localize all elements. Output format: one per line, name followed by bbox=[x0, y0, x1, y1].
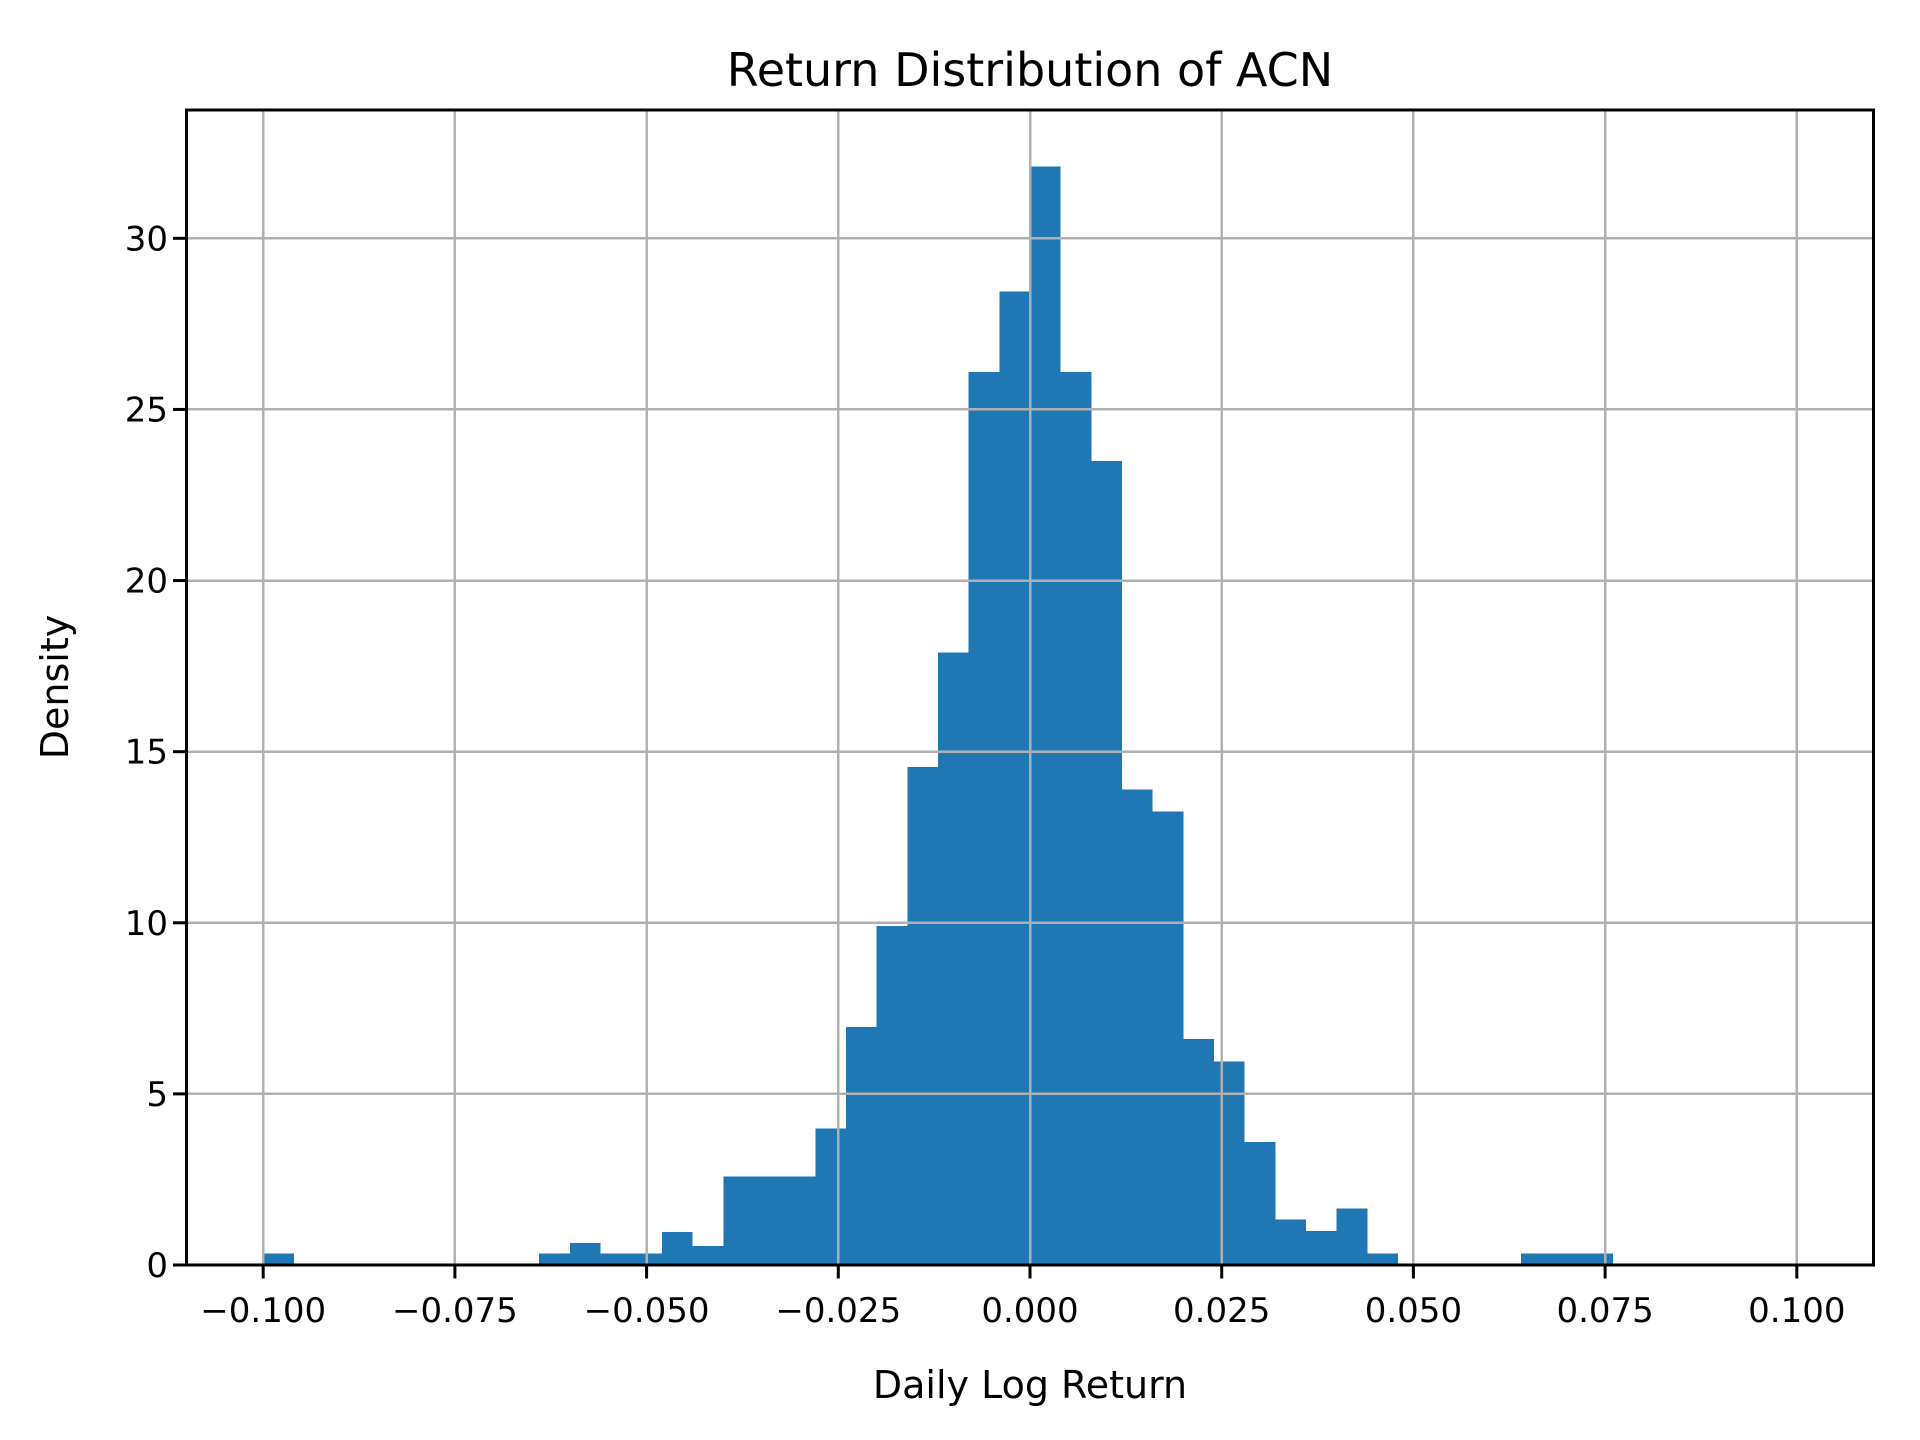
histogram-bar bbox=[1520, 1253, 1552, 1265]
histogram-bar bbox=[999, 291, 1030, 1265]
histogram-bar bbox=[692, 1246, 724, 1265]
x-tick-label: 0.000 bbox=[981, 1291, 1078, 1331]
histogram-bar bbox=[937, 652, 969, 1265]
histogram-bar bbox=[1060, 371, 1092, 1265]
x-tick-label: −0.025 bbox=[775, 1291, 901, 1331]
histogram-bar bbox=[263, 1253, 294, 1265]
y-tick-label: 15 bbox=[125, 733, 168, 773]
x-tick-label: −0.050 bbox=[584, 1291, 710, 1331]
histogram-bar bbox=[876, 926, 908, 1265]
y-axis-label: Density bbox=[33, 615, 77, 759]
histogram-bar bbox=[661, 1231, 693, 1265]
y-tick-label: 0 bbox=[146, 1246, 168, 1286]
x-tick-label: 0.075 bbox=[1556, 1291, 1653, 1331]
histogram-bar bbox=[1030, 166, 1061, 1265]
x-tick-label: −0.075 bbox=[392, 1291, 518, 1331]
x-axis-label: Daily Log Return bbox=[873, 1363, 1187, 1407]
histogram-bar bbox=[1091, 460, 1123, 1265]
histogram-bar bbox=[723, 1176, 754, 1265]
histogram-bar bbox=[845, 1027, 877, 1265]
y-tick-label: 5 bbox=[146, 1075, 168, 1115]
histogram-bar bbox=[968, 371, 1000, 1265]
chart-title: Return Distribution of ACN bbox=[727, 43, 1333, 97]
histogram-bar bbox=[1367, 1253, 1399, 1265]
y-tick-label: 20 bbox=[125, 562, 168, 602]
histogram-bar bbox=[1306, 1231, 1337, 1265]
histogram-bar bbox=[907, 767, 938, 1265]
y-tick-label: 25 bbox=[125, 390, 168, 430]
histogram-bar bbox=[1551, 1253, 1583, 1265]
y-tick-label: 10 bbox=[125, 904, 168, 944]
x-tick-label: 0.050 bbox=[1365, 1291, 1462, 1331]
histogram-bar bbox=[784, 1176, 816, 1265]
y-tick-label: 30 bbox=[125, 219, 168, 259]
histogram-bar bbox=[1183, 1039, 1215, 1265]
histogram-bar bbox=[1122, 789, 1153, 1265]
histogram-bar bbox=[569, 1242, 601, 1265]
histogram-bar bbox=[1582, 1253, 1613, 1265]
histogram-bars bbox=[263, 166, 1613, 1265]
histogram-bar bbox=[1214, 1061, 1245, 1265]
x-tick-label: −0.100 bbox=[200, 1291, 326, 1331]
x-tick-label: 0.025 bbox=[1173, 1291, 1270, 1331]
histogram-bar bbox=[1152, 811, 1184, 1265]
x-axis-ticks: −0.100 −0.075 −0.050 −0.025 0.000 0.025 0.050 0… bbox=[200, 1266, 1845, 1331]
histogram-bar bbox=[1244, 1141, 1276, 1265]
histogram-bar bbox=[815, 1128, 846, 1265]
histogram-bar bbox=[753, 1176, 785, 1265]
histogram-bar bbox=[539, 1253, 570, 1265]
histogram-bar bbox=[1275, 1219, 1307, 1265]
histogram-bar bbox=[1336, 1208, 1368, 1265]
y-axis-ticks: 0 5 10 15 20 25 30 bbox=[125, 219, 185, 1286]
x-tick-label: 0.100 bbox=[1748, 1291, 1845, 1331]
plot-frame bbox=[185, 108, 1875, 1267]
histogram-bar bbox=[600, 1253, 632, 1265]
